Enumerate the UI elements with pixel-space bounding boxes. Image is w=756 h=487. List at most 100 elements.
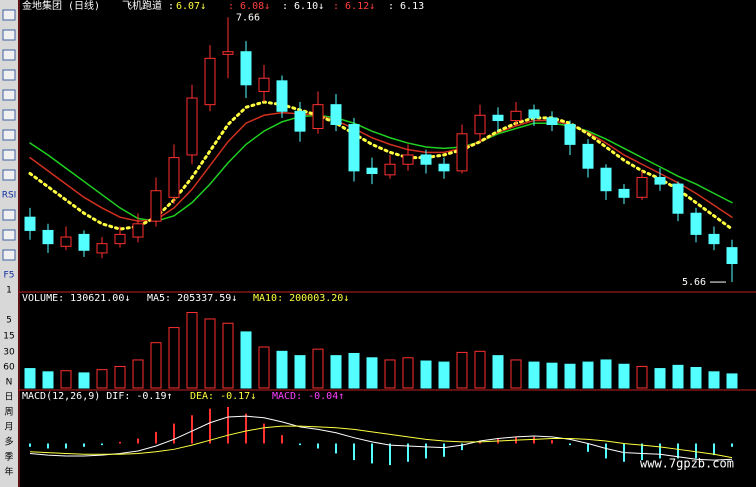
candle-body (564, 124, 576, 145)
candle-body (438, 163, 450, 172)
toolbar-button[interactable]: 月 (4, 422, 13, 433)
toolbar-button[interactable]: 周 (4, 407, 13, 418)
toolbar-button[interactable]: N (6, 378, 13, 388)
indicator-value: : 6.13 (388, 1, 424, 12)
toolbar-button[interactable]: 1 (6, 286, 12, 296)
toolbar-button[interactable]: 日 (4, 392, 13, 403)
candle-body (510, 110, 522, 122)
volume-bar (564, 363, 576, 389)
macd-dea-line (29, 425, 733, 459)
volume-bar (150, 342, 162, 389)
candle-body (708, 233, 720, 245)
toolbar-icon[interactable] (2, 9, 16, 21)
moving-average (29, 111, 733, 222)
candle-body (78, 233, 90, 251)
volume-bar (114, 365, 126, 389)
macd-label: DEA: -0.17↓ (190, 391, 256, 402)
candle-body (96, 243, 108, 254)
volume-bar (492, 355, 504, 389)
volume-bar (204, 318, 216, 389)
macd-label: MACD(12,26,9) DIF: -0.19↑ (22, 391, 173, 402)
toolbar-icon[interactable] (2, 29, 16, 41)
toolbar-icon[interactable] (2, 49, 16, 61)
toolbar-button[interactable]: 30 (3, 348, 15, 358)
toolbar-button[interactable]: 多 (4, 436, 13, 448)
toolbar-icon[interactable] (2, 109, 16, 121)
volume-bar (276, 350, 288, 389)
volume-bar (366, 357, 378, 389)
volume-bar (528, 361, 540, 389)
candle-body (636, 176, 648, 198)
volume-bar (240, 331, 252, 389)
candle-body (258, 77, 270, 92)
moving-average (28, 100, 734, 231)
candle-body (726, 247, 738, 265)
toolbar-icon[interactable] (2, 169, 16, 181)
toolbar-icon[interactable] (2, 229, 16, 241)
toolbar-button[interactable]: 5 (6, 316, 12, 326)
toolbar-icon[interactable] (2, 249, 16, 261)
volume-bar (96, 369, 108, 389)
volume-bar (60, 370, 72, 389)
candle-body (186, 97, 198, 156)
volume-label: MA10: 200003.20↓ (253, 293, 349, 304)
high-label: 7.66 (236, 12, 260, 23)
toolbar-button[interactable]: 季 (4, 451, 13, 463)
candle-body (384, 163, 396, 176)
volume-bar (384, 359, 396, 389)
candle-body (42, 229, 54, 245)
volume-bar (348, 352, 360, 389)
volume-label: VOLUME: 130621.00↓ (22, 293, 130, 304)
toolbar-icon[interactable] (2, 129, 16, 141)
volume-bar (24, 368, 36, 389)
volume-bar (726, 373, 738, 389)
toolbar-button[interactable]: F5 (4, 271, 15, 281)
candle-body (168, 157, 180, 198)
indicator-value: : 6.12↓ (333, 1, 375, 12)
candle-body (528, 109, 540, 119)
volume-bar (294, 355, 306, 389)
macd-dif-line (29, 415, 733, 461)
candle-body (312, 104, 324, 129)
candle-body (294, 110, 306, 132)
volume-bar (456, 351, 468, 389)
indicator-value: 6.07↓ (176, 1, 206, 12)
toolbar-button[interactable]: 年 (4, 466, 13, 478)
toolbar-button[interactable]: 60 (3, 363, 15, 373)
toolbar-icon[interactable] (2, 149, 16, 161)
volume-bar (78, 372, 90, 389)
volume-bar (708, 371, 720, 389)
volume-bar (168, 327, 180, 389)
volume-bar (42, 371, 54, 389)
toolbar-icon[interactable] (2, 209, 16, 221)
indicator-value: : 6.10↓ (282, 1, 324, 12)
candle-body (366, 167, 378, 175)
candle-body (456, 133, 468, 172)
candle-body (150, 190, 162, 222)
volume-bar (402, 357, 414, 389)
volume-bar (312, 348, 324, 389)
candle-body (114, 233, 126, 245)
stock-title: 金地集团 (日线) (22, 0, 100, 12)
toolbar-icon[interactable] (2, 89, 16, 101)
volume-bar (582, 361, 594, 389)
candle-body (582, 143, 594, 169)
volume-bar (546, 362, 558, 389)
toolbar (0, 0, 18, 487)
candle-body (240, 51, 252, 86)
toolbar-button[interactable]: 15 (3, 332, 14, 342)
volume-bar (222, 322, 234, 389)
candle-body (690, 212, 702, 235)
candle-body (276, 80, 288, 112)
macd-label: MACD: -0.04↑ (272, 391, 344, 402)
toolbar-button[interactable]: RSI (2, 191, 17, 201)
volume-bar (474, 350, 486, 389)
volume-bar (672, 364, 684, 389)
candle-body (654, 176, 666, 185)
toolbar-icon[interactable] (2, 69, 16, 81)
volume-bar (438, 361, 450, 389)
volume-bar (258, 346, 270, 389)
